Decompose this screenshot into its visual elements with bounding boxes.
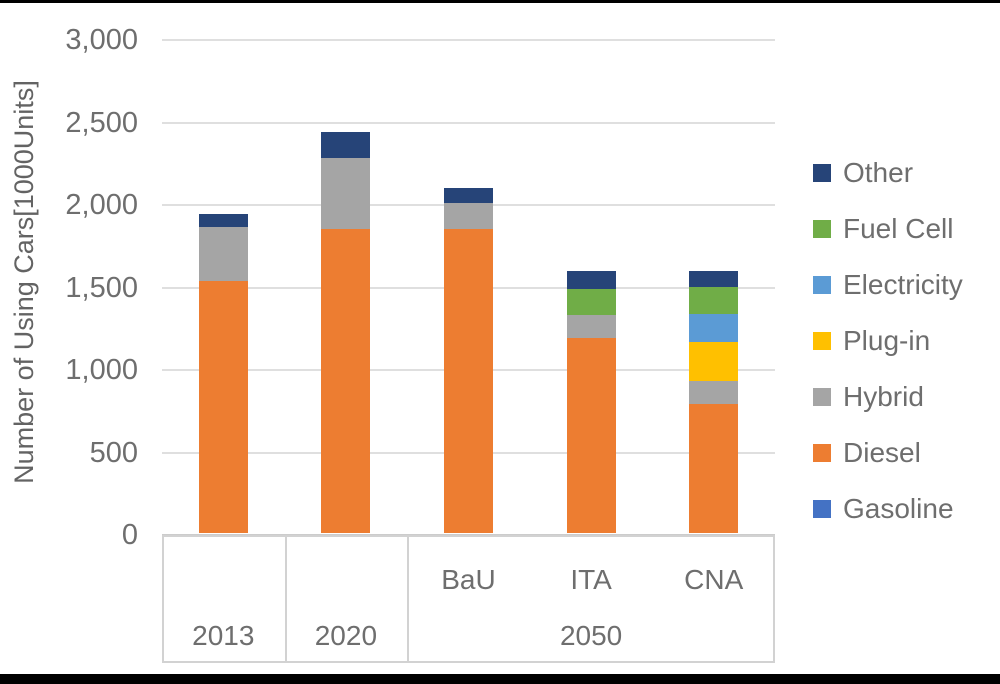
bar-segment-diesel xyxy=(444,229,493,533)
y-tick-label: 1,000 xyxy=(65,354,138,386)
bar-segment-diesel xyxy=(198,280,248,533)
y-tick-label: 2,000 xyxy=(65,189,138,221)
bar-segment-other xyxy=(444,188,493,204)
year-label-2050: 2050 xyxy=(559,620,623,651)
legend-item-diesel: Diesel xyxy=(813,425,963,481)
legend-label: Plug-in xyxy=(843,325,931,356)
bar-segment-hybrid xyxy=(689,381,739,405)
bar-segment-hybrid xyxy=(566,315,616,339)
bar-segment-hybrid xyxy=(444,203,493,230)
bar-segment-diesel xyxy=(321,229,371,533)
hybrid-swatch-icon xyxy=(813,388,831,406)
legend-label: Electricity xyxy=(843,269,963,300)
top-border-bar xyxy=(0,0,1000,3)
legend-item-gasoline: Gasoline xyxy=(813,481,963,537)
diesel-swatch-icon xyxy=(813,444,831,462)
year-label-2013: 2013 xyxy=(192,620,255,651)
y-tick-label: 0 xyxy=(121,519,138,551)
bar-segment-diesel xyxy=(566,338,616,533)
bar-segment-other xyxy=(321,132,371,159)
bar-segment-other xyxy=(198,213,248,227)
gridline xyxy=(162,39,775,41)
plot-area xyxy=(162,39,775,536)
bar-2013 xyxy=(198,213,248,533)
legend-item-electricity: Electricity xyxy=(813,257,963,313)
legend-item-other: Other xyxy=(813,145,963,201)
bar-ita xyxy=(566,270,616,533)
category-divider xyxy=(284,537,287,661)
bar-segment-fuel-cell xyxy=(566,288,616,316)
legend-item-hybrid: Hybrid xyxy=(813,369,963,425)
bar-segment-other xyxy=(689,270,739,288)
legend-item-fuel-cell: Fuel Cell xyxy=(813,201,963,257)
category-divider xyxy=(407,537,410,661)
y-tick-label: 1,500 xyxy=(65,271,138,304)
year-label-2020: 2020 xyxy=(314,620,378,651)
y-tick-label: 3,000 xyxy=(65,24,138,56)
y-tick-label: 500 xyxy=(89,436,138,469)
fuel-cell-swatch-icon xyxy=(813,220,831,238)
bar-segment-electricity xyxy=(689,313,739,342)
bar-segment-other xyxy=(566,270,616,289)
bottom-border-bar xyxy=(0,674,1000,684)
scenario-label-bau: BaU xyxy=(441,564,496,595)
plug-in-swatch-icon xyxy=(813,332,831,350)
scenario-label-ita: ITA xyxy=(570,564,612,595)
electricity-swatch-icon xyxy=(813,276,831,294)
y-tick-label: 2,500 xyxy=(65,106,138,139)
bar-segment-diesel xyxy=(689,404,739,533)
legend-label: Hybrid xyxy=(843,381,924,412)
bar-2020 xyxy=(321,132,371,533)
bar-segment-plug-in xyxy=(689,341,739,382)
other-swatch-icon xyxy=(813,164,831,182)
bar-segment-hybrid xyxy=(198,226,248,281)
x-axis-category-table: 2013 2020 2050 BaU ITA CNA xyxy=(162,535,775,663)
gridline xyxy=(162,121,775,124)
bar-bau xyxy=(444,188,493,533)
gasoline-swatch-icon xyxy=(813,500,831,518)
legend-label: Fuel Cell xyxy=(843,213,954,244)
legend: Other Fuel Cell Electricity Plug-in Hybrid Di… xyxy=(813,145,963,537)
legend-label: Diesel xyxy=(843,437,921,468)
bar-cna xyxy=(689,270,739,533)
legend-label: Other xyxy=(843,157,914,188)
bar-segment-fuel-cell xyxy=(689,287,739,314)
legend-item-plug-in: Plug-in xyxy=(813,313,963,369)
scenario-label-cna: CNA xyxy=(684,564,744,595)
bar-segment-hybrid xyxy=(321,158,371,230)
legend-label: Gasoline xyxy=(843,493,954,524)
